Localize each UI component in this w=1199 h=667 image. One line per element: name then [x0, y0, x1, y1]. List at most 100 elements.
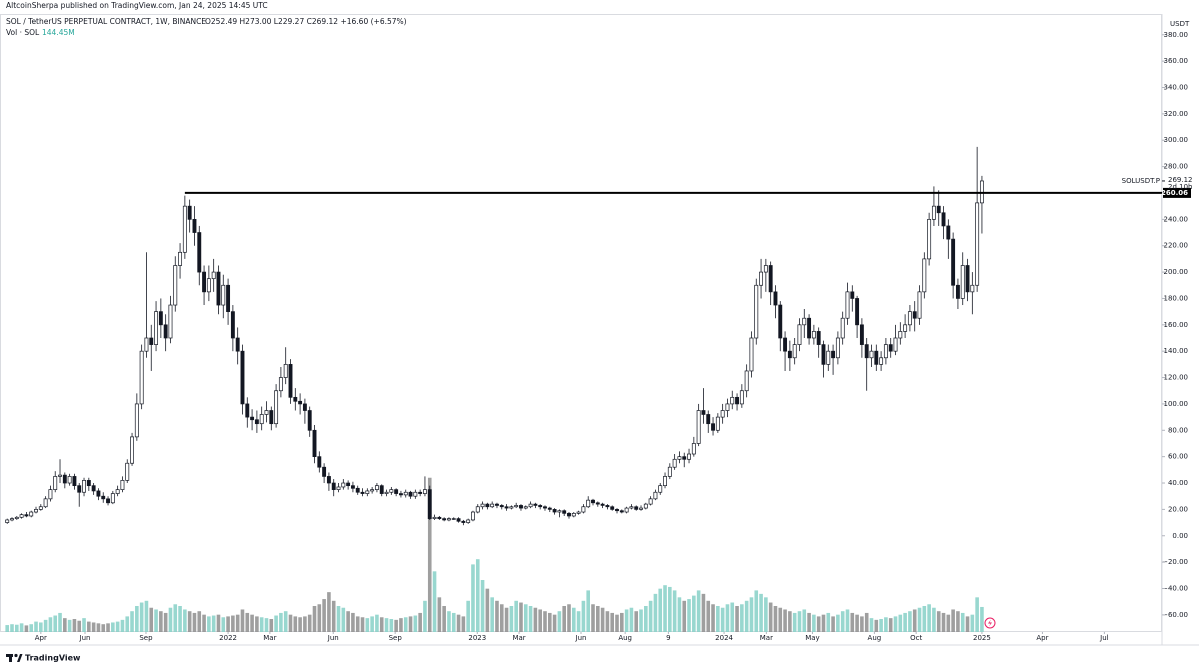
candle-body: [283, 364, 288, 378]
volume-bar: [183, 609, 187, 632]
y-tick-label: 300.00: [1164, 136, 1189, 144]
volume-bar: [274, 615, 278, 632]
volume-bar: [379, 617, 384, 632]
candle-body: [706, 414, 711, 425]
volume-bar: [427, 477, 432, 632]
volume-bar: [53, 615, 58, 632]
candle-body: [418, 491, 423, 494]
volume-bar: [437, 597, 442, 632]
volume-bar: [43, 619, 48, 632]
volume-bar: [10, 624, 14, 632]
candle-body: [778, 304, 783, 339]
volume-bar: [768, 602, 773, 632]
volume-bar: [495, 600, 499, 632]
volume-bar: [533, 607, 538, 632]
candle-body: [355, 487, 360, 493]
candle-body: [475, 506, 480, 513]
candle-body: [931, 205, 936, 220]
candle-body: [447, 518, 451, 521]
volume-bar: [221, 617, 226, 632]
volume-bar: [764, 597, 768, 632]
candle-body: [951, 238, 956, 286]
volume-bar: [327, 592, 331, 632]
volume-bar: [283, 611, 288, 632]
volume-bar: [375, 614, 379, 632]
candle-body: [274, 390, 279, 425]
volume-bar: [19, 623, 24, 632]
volume-bar: [5, 625, 10, 632]
candle-body: [144, 337, 149, 352]
volume-bar: [567, 604, 571, 632]
footer-brand: TradingView: [25, 654, 81, 663]
volume-bar: [543, 611, 547, 632]
volume-bar: [528, 606, 533, 632]
x-tick-label: 2025: [973, 634, 991, 642]
volume-bar: [591, 604, 595, 632]
candle-body: [898, 331, 903, 339]
candle-body: [240, 350, 245, 405]
volume-bar: [903, 612, 907, 632]
volume-bar: [759, 593, 763, 632]
candle-body: [576, 511, 581, 514]
volume-bar: [245, 612, 250, 632]
volume-title: Vol · SOL: [6, 28, 40, 37]
candle-body: [43, 498, 48, 508]
x-tick-label: Sep: [389, 634, 403, 642]
volume-bar: [231, 615, 235, 632]
volume-bar: [672, 590, 677, 632]
replay-icon[interactable]: [984, 617, 996, 629]
candle-body: [365, 490, 370, 494]
candle-body: [432, 516, 437, 519]
candle-body: [807, 317, 812, 339]
volume-bar: [389, 619, 394, 632]
y-tick-label: 340.00: [1164, 84, 1189, 92]
candle-body: [869, 350, 874, 359]
volume-bar: [840, 611, 845, 632]
candle-body: [927, 218, 932, 260]
volume-bar: [307, 614, 312, 632]
candle-body: [547, 507, 552, 510]
volume-bar: [91, 622, 96, 632]
candle-body: [230, 311, 235, 339]
volume-bar: [451, 612, 456, 632]
volume-bar: [173, 604, 178, 632]
candle-body: [816, 331, 821, 345]
candle-body: [456, 518, 461, 522]
volume-bar: [850, 612, 855, 632]
volume-bar: [845, 609, 850, 632]
candle-body: [202, 271, 207, 293]
candle-body: [797, 324, 802, 345]
volume-bar: [855, 614, 859, 632]
volume-bar: [941, 612, 946, 632]
candle-body: [317, 456, 322, 468]
candle-body: [235, 337, 240, 352]
volume-bar: [581, 600, 586, 632]
volume-bar: [557, 611, 562, 632]
volume-bar: [744, 600, 749, 632]
volume-bar: [716, 606, 720, 632]
y-tick-label: 320.00: [1164, 110, 1189, 118]
volume-bar: [792, 612, 797, 632]
volume-bar: [58, 612, 62, 632]
candle-body: [835, 337, 840, 359]
x-tick-label: Mar: [512, 634, 525, 642]
candle-body: [850, 291, 855, 299]
x-tick-label: Mar: [760, 634, 773, 642]
y-tick-label: 100.00: [1164, 400, 1189, 408]
candle-body: [403, 491, 408, 496]
candle-body: [610, 506, 615, 510]
candle-body: [538, 505, 543, 508]
candle-body: [130, 436, 134, 464]
candle-body: [783, 337, 788, 352]
candle-body: [831, 350, 836, 359]
volume-bar: [63, 618, 67, 632]
candle-body: [855, 298, 860, 326]
volume-bar: [571, 607, 576, 632]
candle-body: [562, 510, 567, 514]
volume-bar: [346, 611, 350, 632]
volume-bar: [34, 621, 38, 632]
y-tick-label: 60.00: [1168, 453, 1188, 461]
candle-body: [903, 324, 908, 332]
candle-body: [701, 410, 706, 415]
volume-bar: [893, 616, 898, 632]
